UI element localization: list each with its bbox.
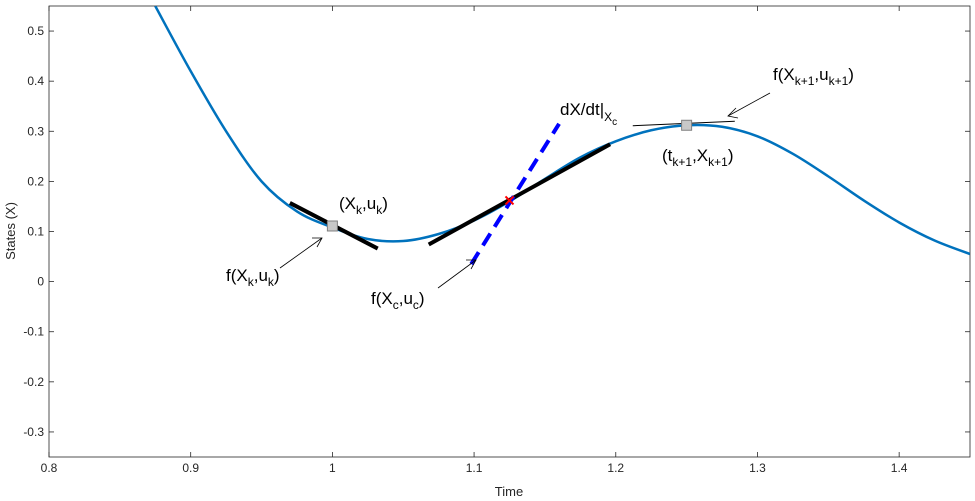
annotation-fxk: f(Xk,uk) (226, 266, 280, 289)
annotation-fxk1: f(Xk+1,uk+1) (773, 65, 854, 88)
plot-area (48, 5, 971, 458)
annotation-tk1: (tk+1,Xk+1) (662, 146, 734, 169)
x-tick-label: 1 (329, 461, 336, 475)
y-tick-label: 0.4 (27, 74, 44, 88)
arrow-fxc-head (466, 259, 477, 270)
annotation-fxc: f(Xc,uc) (371, 289, 425, 312)
midpoint-marker (504, 195, 515, 206)
square-marker (326, 220, 338, 232)
arrow-fxk-head (312, 237, 323, 248)
y-tick-label: 0.3 (27, 124, 44, 138)
x-tick-label: 0.9 (182, 461, 199, 475)
annotation-dxdt: dX/dt|Xc (560, 100, 617, 128)
square-marker (681, 119, 693, 131)
arrow-fxk (279, 237, 323, 269)
x-axis-label: Time (495, 484, 523, 499)
derivative-line (469, 122, 561, 266)
y-axis-label: States (X) (3, 202, 18, 260)
y-tick-label: -0.3 (23, 425, 44, 439)
y-axis-ticks: -0.3 -0.2 -0.1 0 0.1 0.2 0.3 0.4 0.5 (23, 24, 970, 439)
x-axis-ticks: 0.8 0.9 1 1.1 1.2 1.3 1.4 (41, 6, 908, 475)
annotation-arrows (279, 92, 771, 289)
y-tick-label: 0.5 (27, 24, 44, 38)
collocation-points (326, 119, 693, 232)
arrow-fxc (437, 259, 477, 289)
tangent-line (427, 142, 612, 247)
state-curve (154, 6, 970, 256)
y-tick-label: 0.2 (27, 174, 44, 188)
arrow-fxk1-head (727, 107, 739, 119)
x-tick-label: 0.8 (41, 461, 58, 475)
y-tick-label: -0.2 (23, 375, 44, 389)
y-tick-label: -0.1 (23, 325, 44, 339)
y-tick-label: 0 (37, 275, 44, 289)
y-tick-label: 0.1 (27, 225, 44, 239)
annotation-xk: (Xk,uk) (339, 194, 388, 217)
x-tick-label: 1.3 (749, 461, 766, 475)
x-tick-label: 1.4 (891, 461, 908, 475)
x-tick-label: 1.1 (466, 461, 483, 475)
x-tick-label: 1.2 (607, 461, 624, 475)
arrow-fxk1 (727, 92, 771, 117)
